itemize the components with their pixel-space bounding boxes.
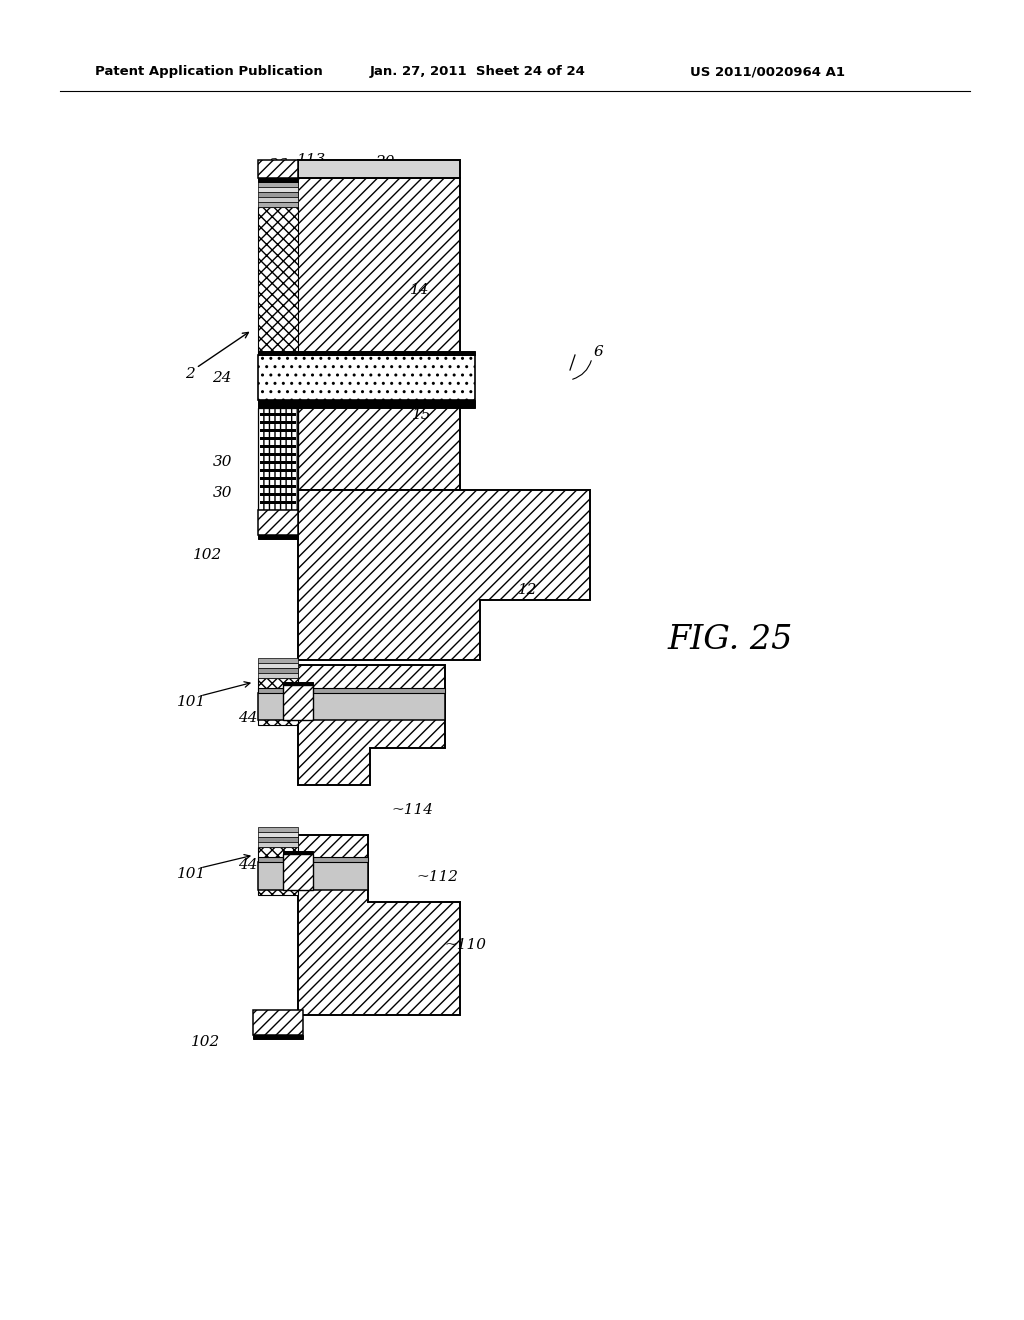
Text: 12: 12 [518,583,538,597]
Text: Jan. 27, 2011  Sheet 24 of 24: Jan. 27, 2011 Sheet 24 of 24 [370,66,586,78]
Text: Patent Application Publication: Patent Application Publication [95,66,323,78]
Text: FIG. 25: FIG. 25 [668,624,793,656]
Bar [258,693,445,719]
Text: 101: 101 [177,867,207,880]
Bar [298,178,460,490]
Text: 26: 26 [268,158,288,172]
Bar [258,678,298,725]
Bar [258,837,298,842]
Bar [258,160,298,178]
Bar [260,502,296,504]
Bar [258,178,298,182]
Bar [283,685,313,719]
Text: 113: 113 [297,153,327,168]
Bar [258,688,445,693]
Text: 44: 44 [239,858,258,873]
Bar [258,862,368,890]
Bar [253,1010,303,1035]
Text: 6: 6 [593,345,603,359]
Bar [283,854,313,890]
Text: US 2011/0020964 A1: US 2011/0020964 A1 [690,66,845,78]
Bar [258,535,298,539]
Bar [298,160,460,178]
Text: 102: 102 [194,548,222,562]
Bar [258,668,298,672]
Bar [258,857,368,862]
Bar [260,437,296,440]
Text: 101: 101 [177,696,207,709]
Text: 2: 2 [185,367,195,381]
Bar [258,191,298,197]
Bar [260,421,296,424]
Bar [258,657,298,663]
Bar [260,469,296,473]
Text: 102: 102 [191,1035,220,1049]
Text: ~114: ~114 [391,803,433,817]
Bar [258,832,298,837]
Bar [258,202,298,206]
Bar [260,453,296,455]
Bar [260,492,296,496]
Bar [260,461,296,465]
Text: 24: 24 [212,371,231,385]
Text: ~110: ~110 [444,939,486,952]
Bar [258,828,298,832]
Bar [258,842,298,846]
Polygon shape [298,665,445,785]
Bar [258,197,298,202]
Polygon shape [298,490,590,660]
Bar [258,187,298,191]
Bar [258,673,298,677]
Bar [260,413,296,416]
Bar [283,682,313,685]
Bar [283,851,313,854]
Bar [253,1035,303,1039]
Text: ~112: ~112 [416,870,458,884]
Bar [260,484,296,488]
Text: 15: 15 [413,408,432,422]
Polygon shape [298,836,460,1015]
Bar [258,355,475,400]
Bar [258,663,298,668]
Bar [258,510,298,535]
Bar [258,182,298,186]
Text: 20: 20 [375,154,394,169]
Bar [258,847,298,895]
Bar [260,445,296,447]
Text: 30: 30 [213,455,232,469]
Text: 14: 14 [411,282,430,297]
Text: 44: 44 [239,711,258,725]
Text: 30: 30 [213,486,232,500]
Bar [260,477,296,480]
Bar [260,429,296,432]
Bar [258,400,475,408]
Bar [258,351,475,355]
Bar [258,207,298,355]
Bar [258,408,298,510]
